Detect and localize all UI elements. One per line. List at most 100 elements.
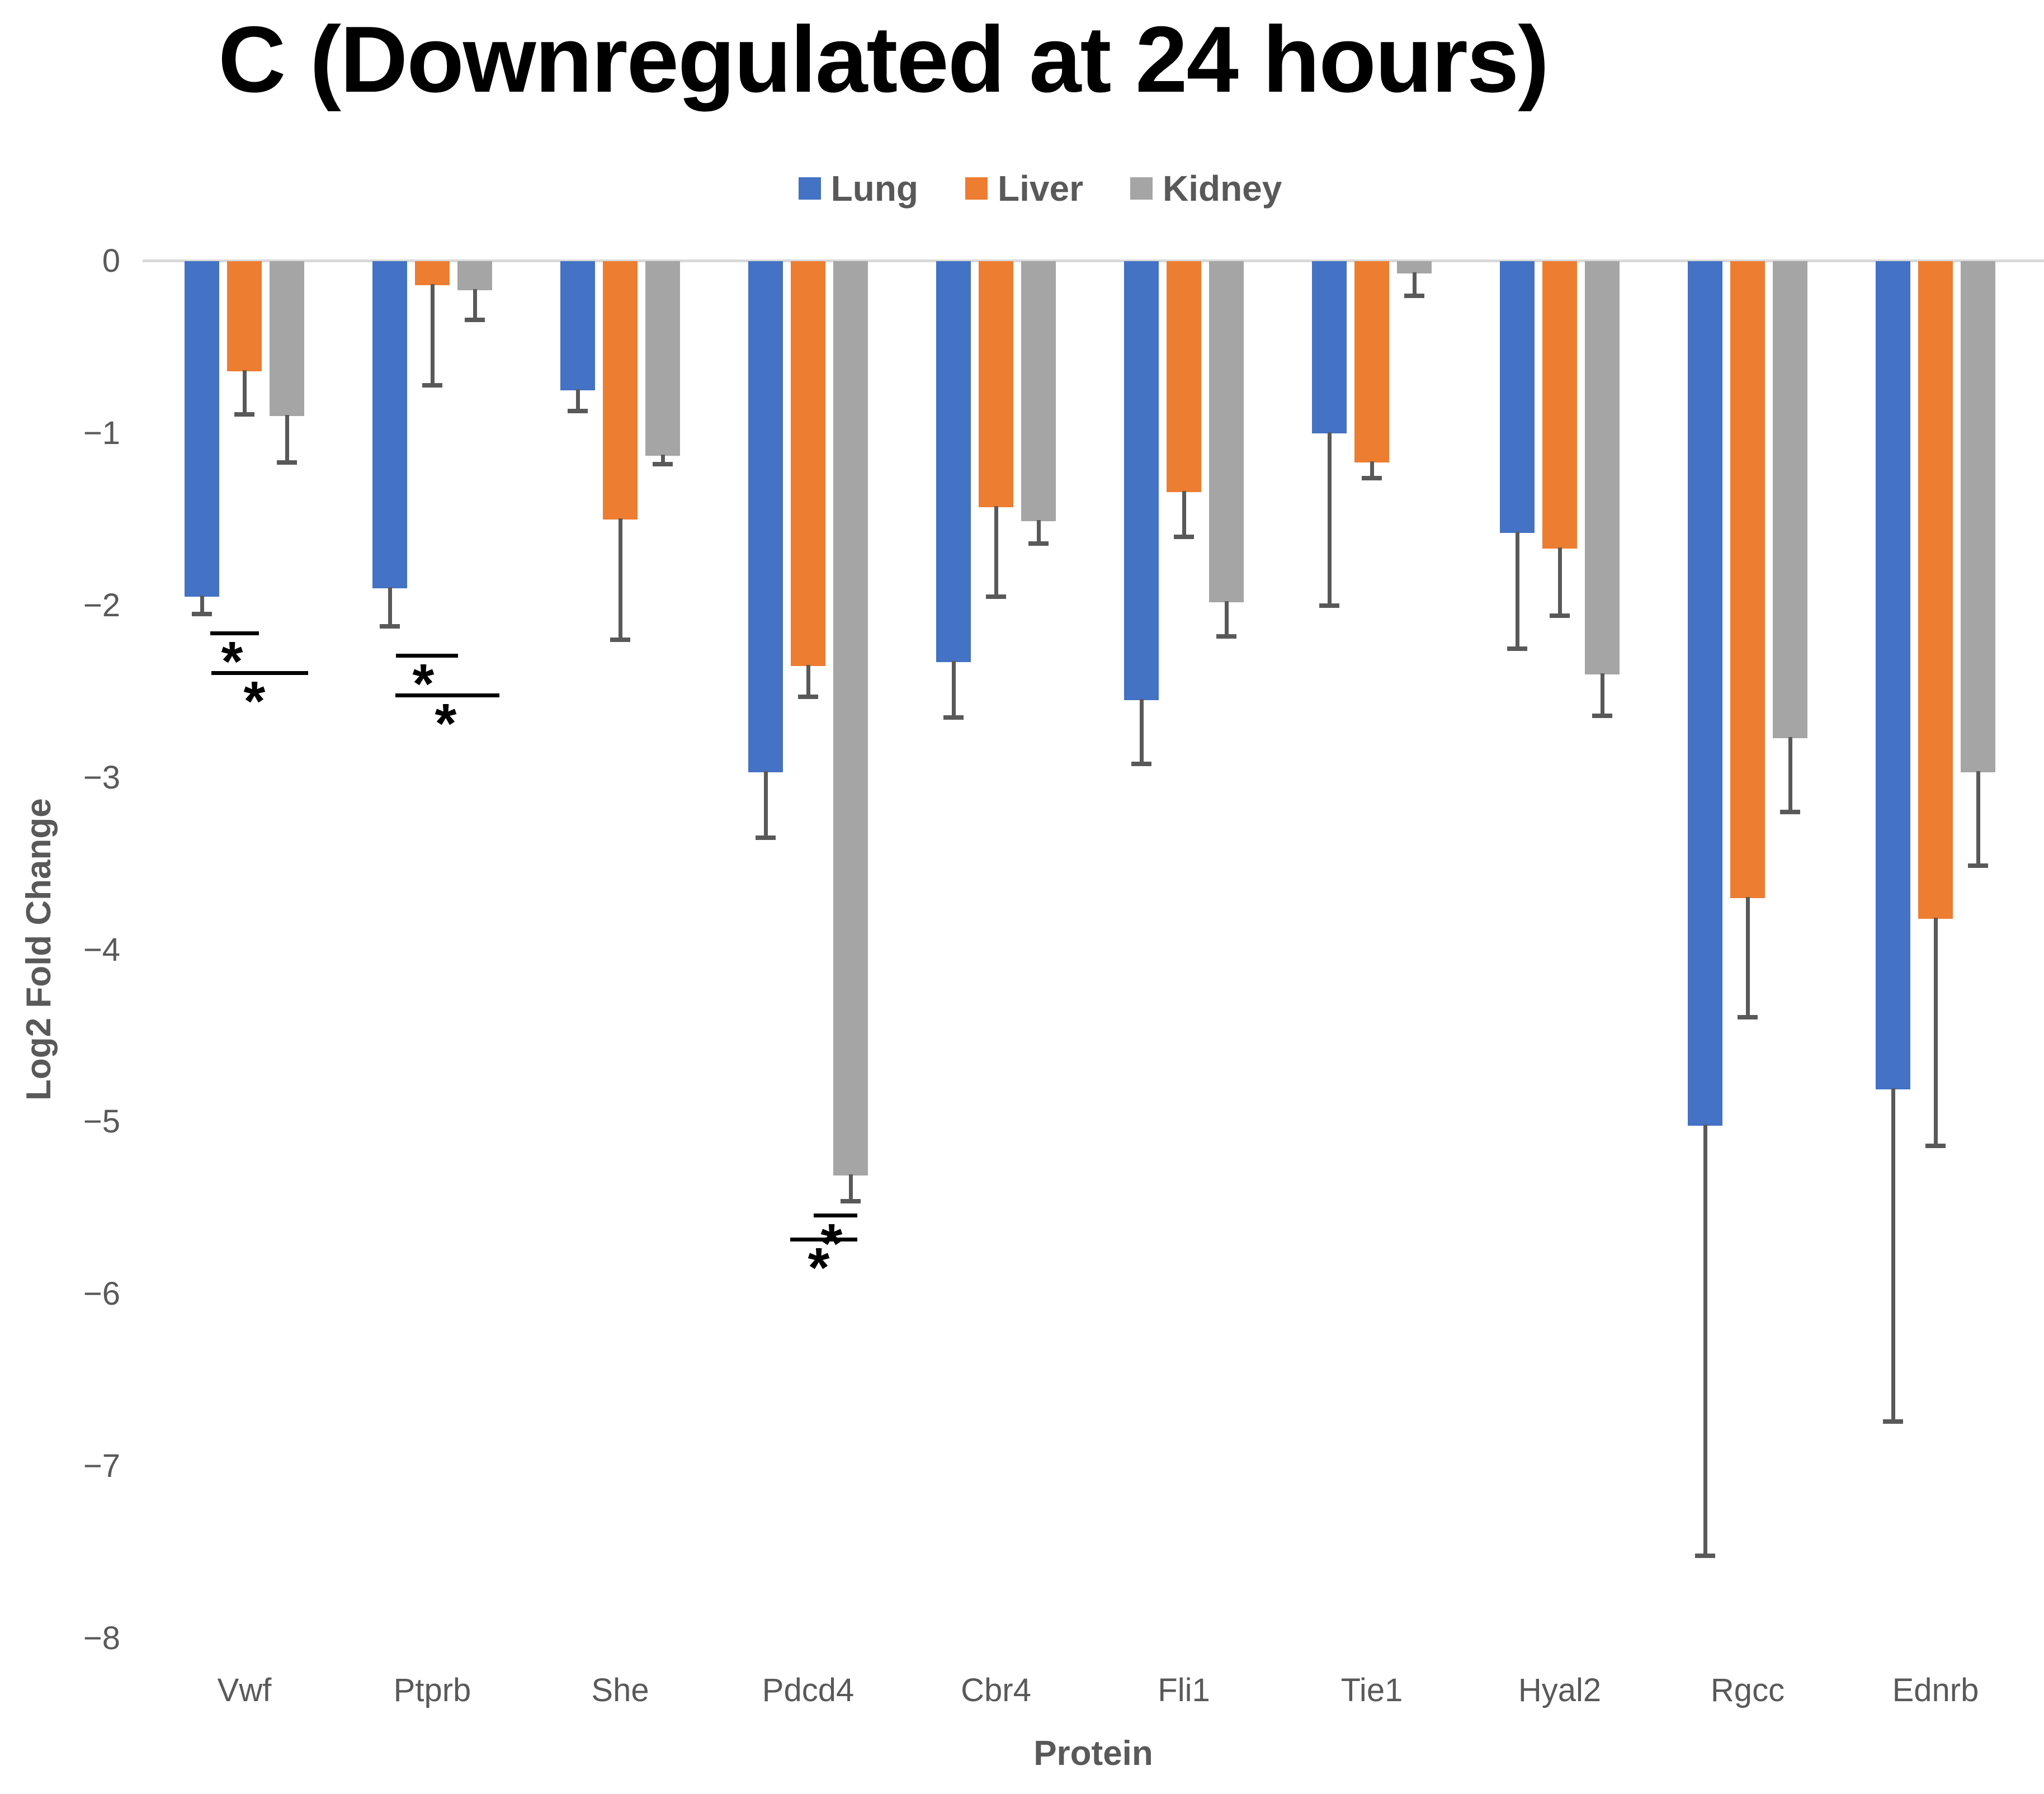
error-bar-kidney-ptprb <box>473 289 477 320</box>
legend-item-lung: Lung <box>798 168 919 209</box>
legend-label-liver: Liver <box>998 168 1083 209</box>
error-bar-cap-liver-ednrb <box>1925 1144 1946 1149</box>
y-tick-label: −7 <box>83 1448 120 1485</box>
legend-label-kidney: Kidney <box>1162 168 1282 209</box>
error-bar-cap-kidney-hyal2 <box>1592 713 1612 718</box>
error-bar-cap-liver-ptprb <box>422 383 442 388</box>
bar-lung-ptprb <box>372 261 407 588</box>
legend-label-lung: Lung <box>830 168 919 209</box>
error-bar-cap-kidney-tie1 <box>1404 293 1424 298</box>
legend-item-liver: Liver <box>965 168 1083 209</box>
x-axis-title: Protein <box>1033 1734 1153 1773</box>
legend: Lung Liver Kidney <box>744 168 1337 209</box>
y-tick-label: 0 <box>102 243 120 279</box>
y-tick-label: −1 <box>83 414 120 451</box>
bar-liver-rgcc <box>1730 261 1765 899</box>
x-category-label-vwf: Vwf <box>217 1672 272 1708</box>
error-bar-kidney-ednrb <box>1976 771 1980 866</box>
error-bar-liver-she <box>618 518 622 640</box>
significance-star-pdcd4-2: * <box>808 1236 830 1299</box>
y-tick-label: −8 <box>83 1620 120 1656</box>
error-bar-liver-tie1 <box>1370 461 1374 478</box>
error-bar-kidney-cbr4 <box>1036 520 1041 544</box>
bar-liver-cbr4 <box>979 261 1013 508</box>
bar-liver-hyal2 <box>1542 261 1577 549</box>
y-tick-label: −4 <box>83 931 120 968</box>
error-bar-lung-vwf <box>200 596 204 615</box>
error-bar-cap-lung-cbr4 <box>943 715 964 720</box>
error-bar-cap-kidney-ednrb <box>1968 863 1988 868</box>
bar-liver-tie1 <box>1354 261 1389 463</box>
bar-kidney-cbr4 <box>1021 261 1056 521</box>
error-bar-cap-liver-hyal2 <box>1550 613 1570 619</box>
zero-baseline <box>143 259 2044 262</box>
error-bar-cap-liver-she <box>610 638 630 643</box>
bar-kidney-tie1 <box>1397 261 1432 273</box>
x-category-label-cbr4: Cbr4 <box>961 1672 1031 1708</box>
x-category-label-hyal2: Hyal2 <box>1518 1672 1602 1708</box>
x-category-label-tie1: Tie1 <box>1340 1672 1403 1708</box>
error-bar-liver-rgcc <box>1745 897 1750 1017</box>
error-bar-cap-lung-she <box>568 408 588 413</box>
bar-lung-she <box>560 261 595 390</box>
error-bar-liver-ednrb <box>1933 918 1938 1146</box>
error-bar-cap-lung-tie1 <box>1319 603 1339 608</box>
x-category-label-fli1: Fli1 <box>1158 1672 1210 1708</box>
x-category-label-ednrb: Ednrb <box>1892 1672 1979 1708</box>
bar-kidney-ednrb <box>1961 261 1995 773</box>
error-bar-cap-liver-rgcc <box>1738 1014 1758 1019</box>
legend-swatch-lung <box>798 177 821 200</box>
bar-liver-fli1 <box>1167 261 1201 492</box>
error-bar-cap-lung-ednrb <box>1883 1419 1903 1424</box>
significance-line-ptprb-1 <box>396 653 458 658</box>
bar-kidney-fli1 <box>1209 261 1244 602</box>
error-bar-cap-liver-fli1 <box>1174 534 1194 539</box>
error-bar-cap-lung-pdcd4 <box>756 835 776 841</box>
x-category-label-rgcc: Rgcc <box>1710 1672 1785 1708</box>
error-bar-cap-liver-vwf <box>234 412 254 417</box>
error-bar-cap-lung-rgcc <box>1695 1554 1715 1559</box>
bar-kidney-rgcc <box>1773 261 1807 738</box>
bar-kidney-hyal2 <box>1585 261 1620 674</box>
error-bar-cap-kidney-cbr4 <box>1028 541 1049 546</box>
bar-lung-tie1 <box>1312 261 1347 433</box>
error-bar-kidney-hyal2 <box>1600 673 1604 716</box>
error-bar-cap-lung-ptprb <box>380 624 400 629</box>
error-bar-liver-hyal2 <box>1557 547 1562 616</box>
bar-lung-ednrb <box>1876 261 1910 1089</box>
bar-liver-ednrb <box>1918 261 1953 919</box>
error-bar-kidney-vwf <box>285 415 289 463</box>
bar-lung-fli1 <box>1124 261 1159 701</box>
error-bar-liver-vwf <box>242 370 247 414</box>
legend-swatch-kidney <box>1130 177 1153 200</box>
bar-liver-vwf <box>227 261 262 372</box>
error-bar-kidney-rgcc <box>1788 737 1792 813</box>
significance-star-pdcd4-1: * <box>820 1212 843 1275</box>
bar-lung-hyal2 <box>1500 261 1535 534</box>
x-category-label-she: She <box>591 1672 649 1708</box>
error-bar-cap-lung-fli1 <box>1131 761 1151 766</box>
legend-swatch-liver <box>965 177 988 200</box>
error-bar-lung-pdcd4 <box>763 771 768 838</box>
bar-kidney-she <box>645 261 680 456</box>
bar-liver-she <box>603 261 638 520</box>
y-tick-label: −2 <box>83 587 120 624</box>
y-tick-label: −5 <box>83 1103 120 1140</box>
error-bar-cap-kidney-fli1 <box>1216 634 1236 639</box>
error-bar-cap-kidney-ptprb <box>465 317 485 322</box>
bar-kidney-pdcd4 <box>833 261 868 1175</box>
error-bar-cap-kidney-pdcd4 <box>841 1198 861 1203</box>
y-tick-label: −6 <box>83 1276 120 1313</box>
significance-line-pdcd4-2 <box>790 1237 857 1241</box>
x-category-label-ptprb: Ptprb <box>393 1672 471 1708</box>
error-bar-lung-cbr4 <box>951 661 956 717</box>
bar-liver-ptprb <box>415 261 450 286</box>
x-category-label-pdcd4: Pdcd4 <box>762 1672 855 1708</box>
y-tick-label: −3 <box>83 759 120 796</box>
bar-lung-cbr4 <box>936 261 971 663</box>
error-bar-kidney-she <box>660 454 665 465</box>
bar-kidney-vwf <box>270 261 304 417</box>
significance-line-pdcd4-1 <box>814 1213 857 1217</box>
chart-title: C (Downregulated at 24 hours) <box>218 7 1549 112</box>
error-bar-cap-liver-tie1 <box>1362 475 1382 480</box>
